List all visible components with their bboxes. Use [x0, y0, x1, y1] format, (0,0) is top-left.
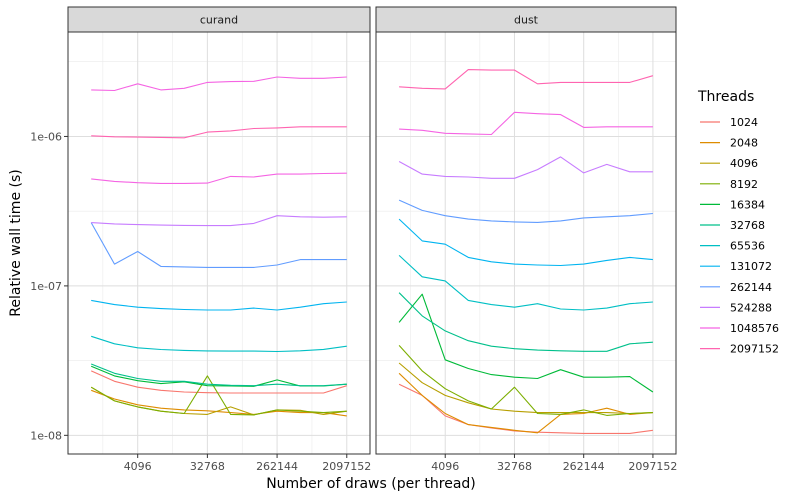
- series-line-131072: [398, 218, 653, 267]
- panel-dust: dust: [375, 6, 677, 455]
- x-tick-label: 32768: [190, 460, 225, 473]
- legend-label-262144: 262144: [730, 281, 772, 294]
- x-tick-label: 2097152: [322, 460, 371, 473]
- series-line-262144: [90, 222, 347, 268]
- series-line-262144: [398, 199, 653, 223]
- series-line-524288: [398, 156, 653, 179]
- series-line-8192: [398, 345, 653, 416]
- strip-label: curand: [200, 14, 238, 27]
- panel-background: [67, 31, 371, 455]
- series-line-4096: [398, 362, 653, 415]
- series-line-1048576: [91, 172, 347, 184]
- y-axis-title: Relative wall time (s): [8, 169, 24, 316]
- legend-label-1048576: 1048576: [730, 322, 779, 335]
- y-tick-label: 1e-08: [30, 429, 62, 442]
- legend-label-32768: 32768: [730, 219, 765, 232]
- x-tick-label: 4096: [431, 460, 459, 473]
- legend-label-2048: 2048: [730, 137, 758, 150]
- series-line-1048576: [399, 111, 653, 136]
- legend-label-1024: 1024: [730, 116, 758, 129]
- panel-background: [375, 31, 677, 455]
- series-line-32768: [398, 292, 653, 352]
- series-line-65536: [398, 254, 653, 311]
- legend-label-2097152: 2097152: [730, 343, 779, 356]
- series-line-2048: [398, 372, 653, 434]
- legend: Threads 1024 2048 4096 8192 16384 32768 65536 1…: [697, 89, 779, 356]
- series-line-16384: [398, 293, 654, 393]
- x-tick-label: 262144: [256, 460, 298, 473]
- legend-title: Threads: [697, 89, 754, 105]
- panel-border: [67, 31, 371, 455]
- x-tick-label: 32768: [497, 460, 532, 473]
- series-lines: [90, 76, 347, 417]
- series-line-2097152: [91, 126, 347, 139]
- series-line-524288: [91, 215, 347, 227]
- legend-label-4096: 4096: [730, 157, 758, 170]
- series-line-1048576: [91, 76, 347, 92]
- x-axis-title: Number of draws (per thread): [266, 476, 476, 492]
- series-lines: [398, 69, 654, 434]
- x-tick-label: 2097152: [628, 460, 677, 473]
- legend-label-524288: 524288: [730, 301, 772, 314]
- legend-label-131072: 131072: [730, 260, 772, 273]
- panel-border: [375, 31, 677, 455]
- series-line-65536: [91, 335, 347, 353]
- legend-label-8192: 8192: [730, 178, 758, 191]
- series-line-2048: [91, 389, 347, 417]
- series-line-32768: [90, 363, 347, 387]
- legend-label-65536: 65536: [730, 240, 765, 253]
- x-tick-label: 262144: [563, 460, 605, 473]
- panel-curand: curand: [67, 6, 371, 455]
- series-line-2097152: [399, 69, 654, 90]
- legend-label-16384: 16384: [730, 198, 765, 211]
- series-line-131072: [91, 299, 347, 311]
- series-line-8192: [90, 375, 347, 416]
- strip-background: [375, 6, 677, 33]
- strip-label: dust: [514, 14, 539, 27]
- y-tick-label: 1e-07: [30, 280, 62, 293]
- y-tick-label: 1e-06: [30, 130, 62, 143]
- x-tick-label: 4096: [124, 460, 152, 473]
- y-axis: 1e-08 1e-07 1e-06: [30, 130, 68, 442]
- strip-background: [67, 6, 371, 33]
- series-line-1024: [90, 370, 347, 394]
- x-axis: 4096 32768 262144 2097152 4096 32768 262144 209…: [124, 454, 677, 473]
